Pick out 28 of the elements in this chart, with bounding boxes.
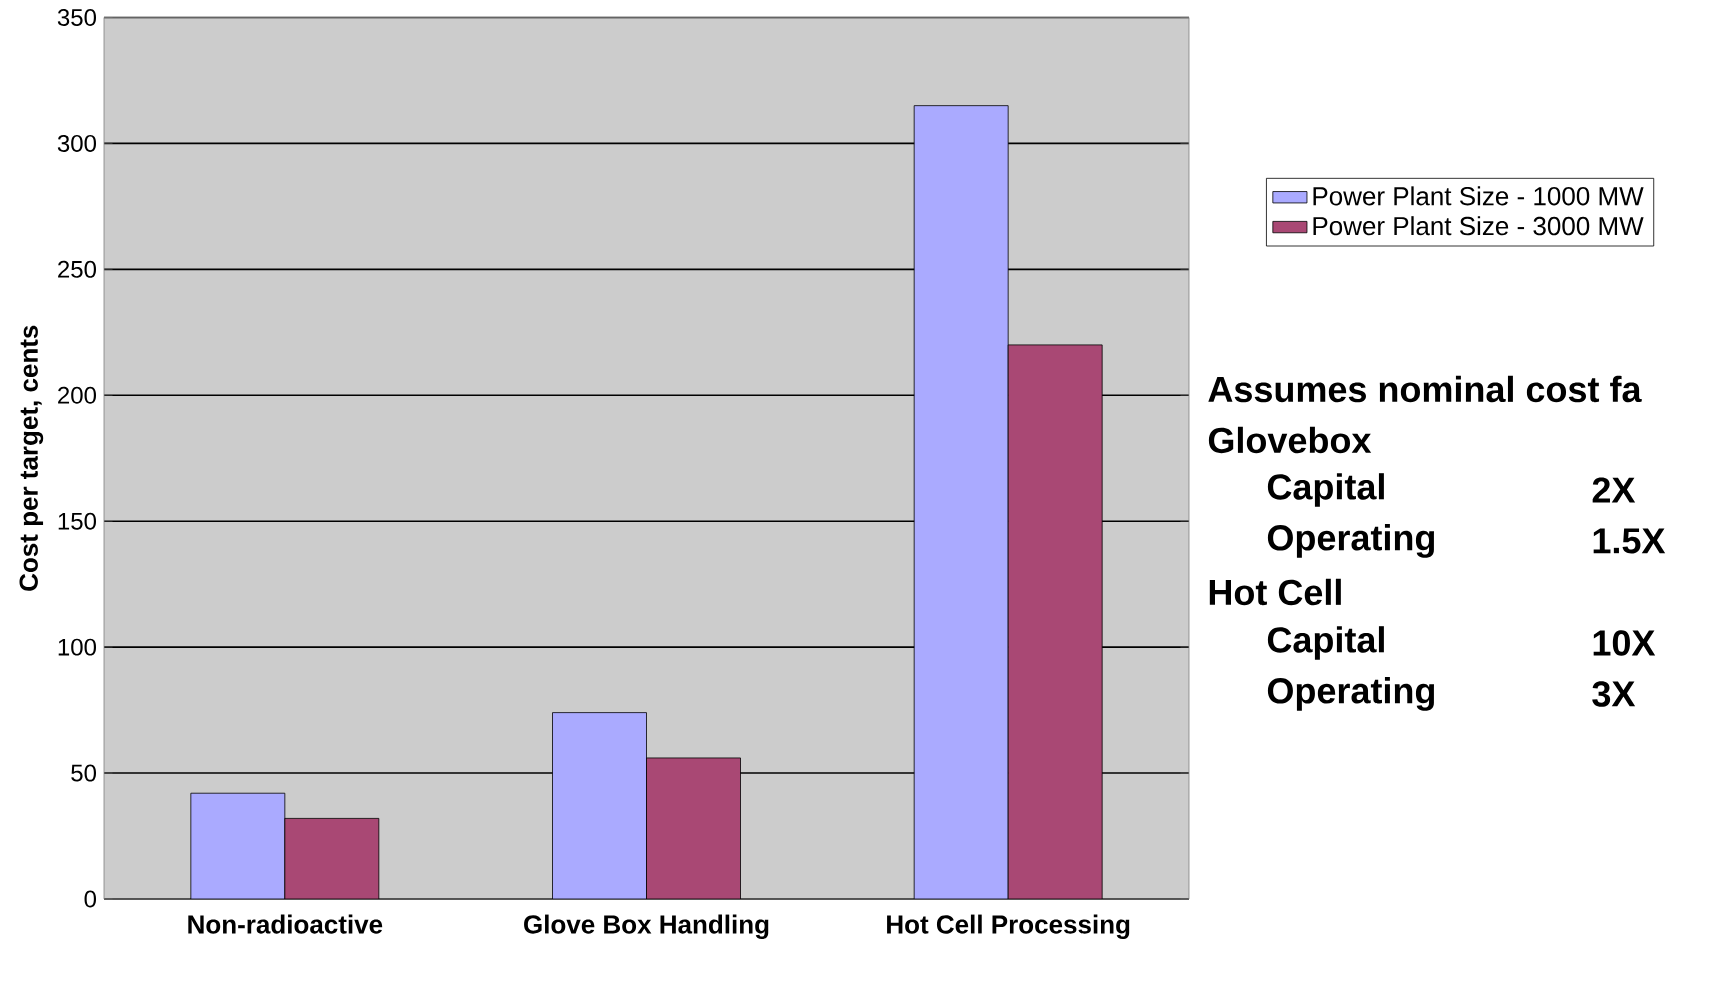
text: Operating — [1267, 677, 1435, 711]
text: Glovebox — [1208, 426, 1372, 454]
text: 10X — [1593, 630, 1656, 656]
text: 1.5X — [1593, 528, 1666, 554]
y-tick-label: 200 — [58, 386, 97, 404]
x-tick-label: Glove Box Handling — [524, 914, 769, 939]
text: Hot Cell — [1209, 578, 1341, 606]
y-tick-label: 150 — [58, 512, 97, 530]
legend-label: Power Plant Size - 3000 MW — [1313, 216, 1644, 236]
y-tick-label: 50 — [71, 764, 97, 782]
bar — [552, 712, 647, 899]
text: Assumes nominal cost fa — [1208, 375, 1642, 403]
text: Capital — [1267, 473, 1384, 507]
y-tick-label: 350 — [57, 9, 97, 26]
legend-label: Power Plant Size - 1000 MW — [1313, 186, 1644, 206]
y-tick-label: 100 — [58, 638, 97, 656]
text: Capital — [1267, 626, 1384, 660]
text: 3X — [1592, 681, 1636, 707]
x-tick-label: Hot Cell Processing — [887, 914, 1130, 939]
y-axis-title: Cost per target, cents — [19, 325, 44, 591]
bar — [190, 792, 286, 899]
y-tick-label: 250 — [58, 260, 97, 278]
y-tick-label: 300 — [57, 134, 97, 152]
text: Operating — [1267, 524, 1435, 558]
x-tick-label: Non-radioactive — [188, 914, 383, 934]
y-tick-label: 0 — [84, 890, 97, 908]
text: 2X — [1592, 477, 1636, 503]
bar — [913, 105, 1009, 899]
